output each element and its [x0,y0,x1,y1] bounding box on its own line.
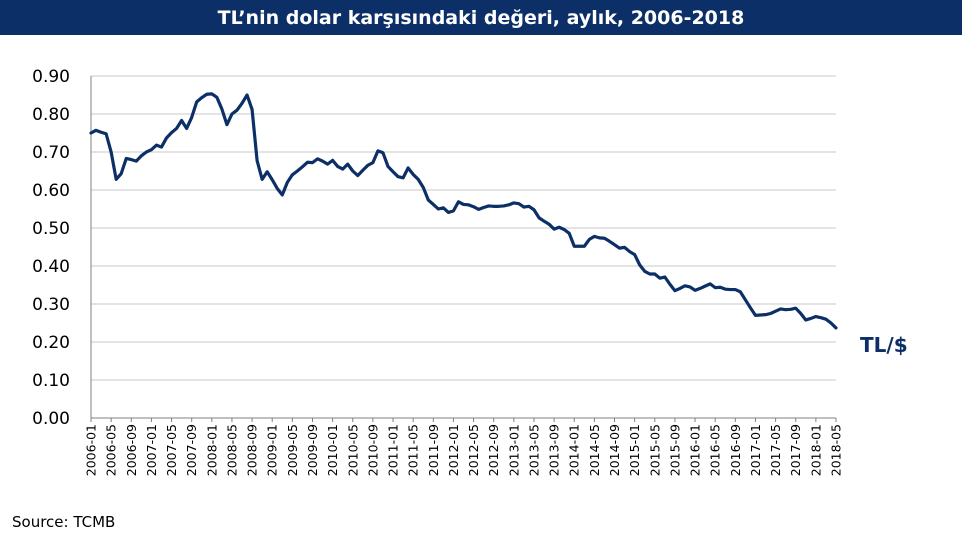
x-tick-label: 2008-01 [204,424,219,476]
x-tick-label: 2008-09 [245,424,260,476]
x-tick-label: 2013-05 [526,424,541,476]
x-tick-labels: 2006-01 2006-05 2006-09 2007-01 2007-05 2007-… [84,424,844,476]
y-tick-label: 0.90 [32,67,70,87]
x-tick-label: 2007-01 [144,424,159,476]
axes [90,76,837,422]
x-tick-label: 2018-05 [829,424,844,476]
x-tick-label: 2010-01 [325,424,340,476]
legend: TL/$ [860,333,908,357]
source-note: Source: TCMB [12,513,116,531]
x-tick-label: 2015-09 [667,424,682,476]
x-tick-label: 2013-01 [506,424,521,476]
series-layer [89,92,838,330]
series-line-tl-usd [89,92,838,330]
x-tick-label: 2014-05 [587,424,602,476]
x-tick-label: 2016-05 [708,424,723,476]
x-tick-label: 2011-05 [406,424,421,476]
gridlines [91,75,836,381]
y-tick-label: 0.10 [32,371,70,391]
x-tick-label: 2011-09 [426,424,441,476]
x-tick-label: 2010-09 [365,424,380,476]
x-tick-label: 2009-09 [305,424,320,476]
x-tick-label: 2017-09 [788,424,803,476]
x-tick-label: 2011-01 [386,424,401,476]
x-tick-label: 2007-09 [184,424,199,476]
x-tick-label: 2009-01 [265,424,280,476]
x-tick-label: 2013-09 [547,424,562,476]
y-tick-labels: 0.00 0.10 0.20 0.30 0.40 0.50 0.60 0.70 0.80 0.90 [32,67,70,429]
x-tick-label: 2017-05 [768,424,783,476]
x-tick-label: 2007-05 [164,424,179,476]
x-tick-label: 2017-01 [748,424,763,476]
y-tick-label: 0.40 [32,257,70,277]
x-tick-label: 2006-05 [104,424,119,476]
x-tick-label: 2012-05 [466,424,481,476]
y-tick-label: 0.60 [32,181,70,201]
y-tick-label: 0.80 [32,105,70,125]
x-tick-label: 2016-09 [728,424,743,476]
x-tick-label: 2008-05 [224,424,239,476]
x-tick-label: 2014-09 [607,424,622,476]
y-tick-label: 0.20 [32,333,70,353]
x-tick-label: 2015-05 [647,424,662,476]
x-tick-label: 2006-01 [84,424,99,476]
chart-title: TL’nin dolar karşısındaki değeri, aylık,… [0,0,962,35]
y-tick-label: 0.70 [32,143,70,163]
series-label: TL/$ [860,333,908,357]
y-tick-label: 0.50 [32,219,70,239]
x-tick-label: 2012-01 [446,424,461,476]
x-tick-label: 2010-05 [345,424,360,476]
x-tick-label: 2014-01 [567,424,582,476]
x-tick-label: 2018-01 [808,424,823,476]
x-tick-label: 2016-01 [688,424,703,476]
x-tick-label: 2012-09 [486,424,501,476]
y-tick-label: 0.30 [32,295,70,315]
y-tick-label: 0.00 [32,409,70,429]
x-tick-label: 2009-05 [285,424,300,476]
x-tick-label: 2006-09 [124,424,139,476]
x-tick-label: 2015-01 [627,424,642,476]
